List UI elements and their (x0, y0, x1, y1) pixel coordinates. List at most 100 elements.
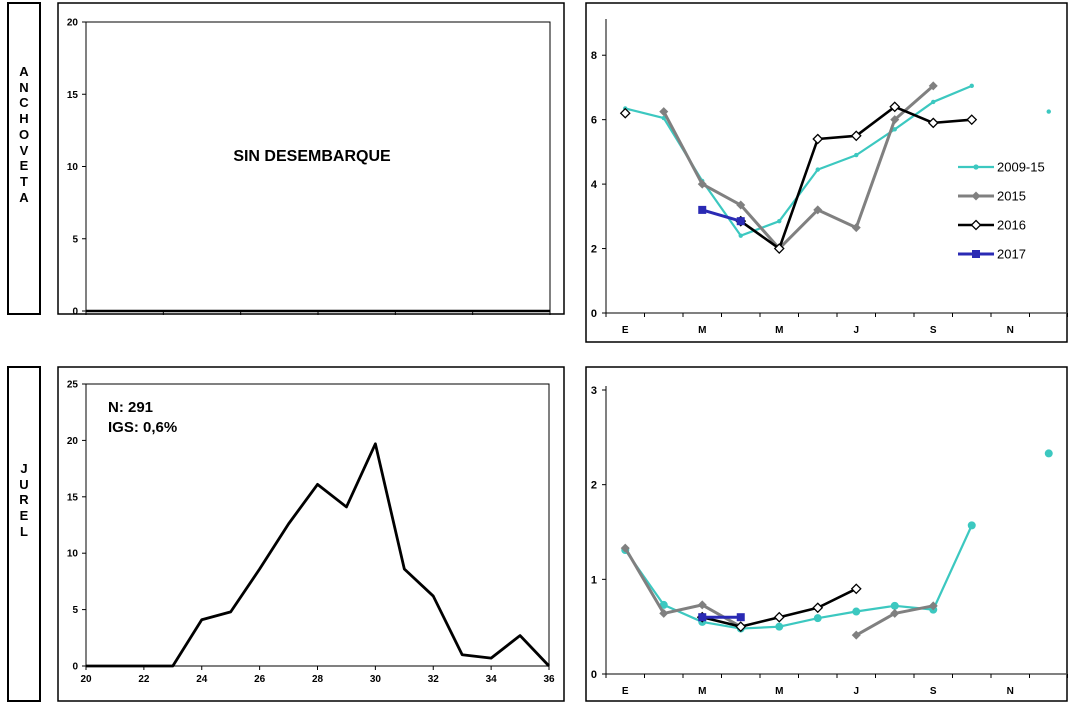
frequency-line (86, 442, 551, 668)
series-point (854, 152, 859, 158)
series-point (813, 205, 823, 215)
series-point (850, 583, 862, 595)
series-point (851, 223, 861, 233)
series-point (890, 601, 899, 610)
series-point (698, 205, 707, 214)
legend: 2009-15 2015 2016 2017 (958, 160, 1045, 262)
series-point (851, 630, 861, 640)
x-tick-label: 36 (543, 674, 555, 685)
y-tick-label: 15 (67, 492, 79, 503)
legend-label: 2015 (997, 189, 1026, 204)
month-label: J (853, 686, 859, 697)
series-point (659, 608, 669, 618)
species-letter: J (20, 461, 28, 476)
y-tick-label: 20 (67, 18, 79, 29)
y-tick-label: 5 (72, 605, 78, 616)
series-point (773, 243, 785, 254)
month-label: M (698, 325, 706, 336)
x-tick-label: 30 (370, 674, 382, 685)
series-point (736, 200, 746, 210)
series-point (972, 250, 980, 258)
series-point (973, 164, 979, 170)
y-tick-label: 3 (591, 385, 597, 397)
chart-frame (585, 366, 1068, 702)
chart-frame (585, 2, 1068, 343)
month-label: N (1007, 325, 1014, 336)
species-letter: N (19, 79, 29, 95)
x-tick-label: 20 (80, 674, 92, 685)
series-point (736, 613, 745, 622)
series-point (890, 608, 900, 618)
chart-frame (57, 366, 565, 702)
series-point (815, 167, 820, 172)
anchoveta-size-chart: 68101214161805101520SIN DESEMBARQUE (57, 2, 565, 315)
x-tick-label: 28 (312, 674, 324, 685)
y-tick-label: 10 (67, 549, 79, 560)
series-2017 (698, 205, 745, 226)
x-tick-label: 32 (428, 674, 440, 685)
series-line (624, 84, 973, 237)
series-point (775, 622, 784, 631)
y-tick-label: 0 (72, 307, 78, 316)
y-tick-label: 8 (591, 50, 597, 62)
species-letter: A (19, 189, 29, 205)
species-letter: L (20, 523, 28, 539)
series-point (892, 127, 897, 132)
species-letter: U (19, 476, 29, 492)
jurel-size-chart: 20 22 24 26 28 30 32 34 36 0 5 10 15 20 25 N: 291 IGS: 0… (57, 366, 565, 702)
series-point (1044, 449, 1053, 458)
jurel-igs-chart: E M M J S N 0 1 2 3 (585, 366, 1068, 702)
y-tick-label: 10 (67, 162, 79, 173)
series-point (661, 115, 666, 121)
month-label: M (775, 686, 783, 697)
y-tick-label: 6 (591, 115, 597, 127)
sample-size-label: N: 291 (108, 399, 153, 416)
species-letter: E (19, 158, 29, 174)
month-label: E (622, 686, 629, 697)
month-label: S (930, 686, 937, 697)
species-letter: E (19, 508, 29, 524)
legend-label: 2009-15 (997, 160, 1045, 175)
x-tick-label: 34 (486, 674, 498, 685)
species-letter: C (19, 95, 29, 111)
series-point (813, 614, 822, 623)
series-point (971, 191, 981, 201)
no-landings-label: SIN DESEMBARQUE (233, 148, 391, 165)
species-letter: H (19, 111, 29, 127)
series-point (969, 83, 974, 89)
series-point (889, 101, 901, 113)
y-tick-label: 2 (591, 480, 597, 492)
series-point (812, 602, 824, 614)
series-2017 (698, 613, 745, 622)
plot-area (85, 21, 551, 312)
series-point (890, 115, 900, 125)
y-tick-label: 0 (591, 669, 597, 681)
series-point (850, 130, 862, 142)
y-tick-label: 4 (591, 179, 598, 191)
series-line (662, 84, 935, 251)
month-label: E (622, 325, 629, 336)
series-point (967, 521, 976, 530)
series-point (966, 114, 978, 126)
y-tick-label: 20 (67, 436, 79, 447)
y-tick-label: 1 (591, 574, 597, 586)
legend-label: 2017 (997, 247, 1026, 262)
species-letter: O (18, 126, 30, 142)
series-point (777, 218, 782, 224)
y-tick-label: 15 (67, 90, 79, 101)
month-label: N (1007, 686, 1014, 697)
series-line (701, 208, 742, 223)
y-tick-label: 0 (591, 308, 597, 320)
series-point (1046, 109, 1051, 114)
y-tick-label: 25 (67, 380, 79, 391)
series-point (697, 179, 707, 189)
species-letter: A (19, 64, 29, 79)
series-point (812, 133, 824, 145)
month-label: M (775, 325, 783, 336)
anchoveta-igs-chart: E M M J S N 0 2 4 6 8 2009-15 2015 2016 2017 (585, 2, 1068, 343)
series-2009-15 (623, 83, 1051, 238)
series-point (970, 219, 982, 231)
